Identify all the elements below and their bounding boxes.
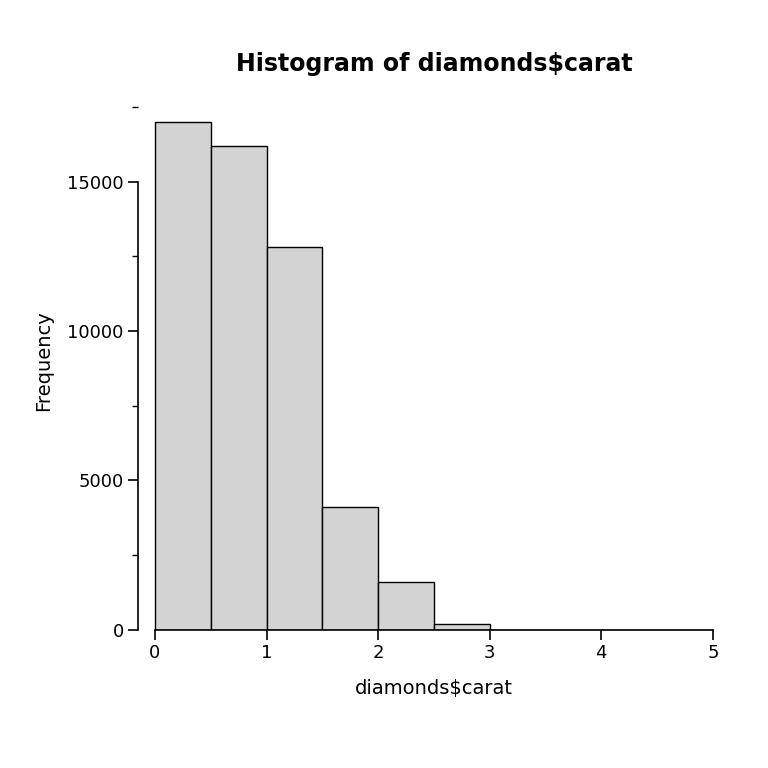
Bar xyxy=(210,146,266,630)
Title: Histogram of diamonds$carat: Histogram of diamonds$carat xyxy=(236,52,632,76)
Bar xyxy=(323,508,378,630)
Bar xyxy=(378,582,434,630)
Bar xyxy=(434,624,490,630)
Bar xyxy=(155,122,210,630)
Bar xyxy=(266,247,323,630)
Y-axis label: Frequency: Frequency xyxy=(34,310,53,412)
X-axis label: diamonds$carat: diamonds$carat xyxy=(355,679,513,698)
